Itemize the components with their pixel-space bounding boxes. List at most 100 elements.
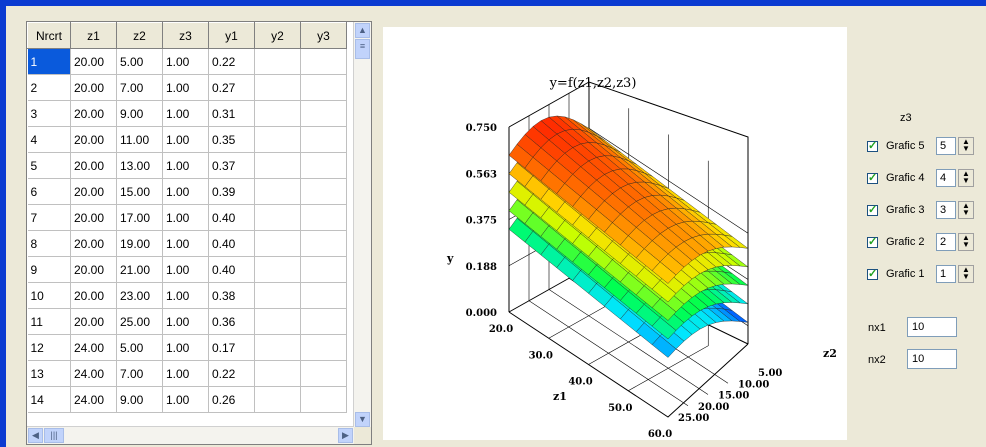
nx1-input[interactable]: 10 — [907, 317, 957, 337]
table-cell[interactable]: 1.00 — [162, 308, 209, 335]
table-cell[interactable] — [300, 48, 347, 75]
table-cell[interactable]: 5 — [27, 152, 71, 179]
column-header-z1[interactable]: z1 — [70, 22, 117, 49]
table-row[interactable]: 9 20.00 21.00 1.00 0.40 — [27, 256, 347, 283]
table-cell[interactable] — [300, 204, 347, 231]
table-cell[interactable]: 11 — [27, 308, 71, 335]
table-cell[interactable]: 0.22 — [208, 360, 255, 387]
horizontal-scrollbar[interactable]: ◀ ||| ▶ — [27, 426, 354, 444]
table-cell[interactable]: 20.00 — [70, 74, 117, 101]
table-cell[interactable]: 1.00 — [162, 74, 209, 101]
table-cell[interactable]: 9 — [27, 256, 71, 283]
table-cell[interactable]: 21.00 — [116, 256, 163, 283]
scroll-down-icon[interactable]: ▼ — [355, 412, 370, 427]
spinner-icon[interactable]: ▲ ▼ — [958, 201, 974, 219]
column-header-z3[interactable]: z3 — [162, 22, 209, 49]
table-cell[interactable]: 7 — [27, 204, 71, 231]
table-cell[interactable]: 0.26 — [208, 386, 255, 413]
table-row[interactable]: 5 20.00 13.00 1.00 0.37 — [27, 152, 347, 179]
table-cell[interactable]: 1.00 — [162, 282, 209, 309]
table-cell[interactable] — [254, 178, 301, 205]
table-cell[interactable]: 1 — [27, 48, 71, 75]
scroll-thumb[interactable]: ≡ — [355, 39, 370, 59]
scroll-right-icon[interactable]: ▶ — [338, 428, 353, 443]
table-cell[interactable]: 20.00 — [70, 230, 117, 257]
table-cell[interactable] — [254, 48, 301, 75]
table-cell[interactable]: 2 — [27, 74, 71, 101]
table-cell[interactable]: 1.00 — [162, 48, 209, 75]
table-cell[interactable]: 20.00 — [70, 48, 117, 75]
table-cell[interactable] — [300, 152, 347, 179]
table-cell[interactable]: 9.00 — [116, 386, 163, 413]
table-row[interactable]: 3 20.00 9.00 1.00 0.31 — [27, 100, 347, 127]
nx2-input[interactable]: 10 — [907, 349, 957, 369]
table-cell[interactable]: 1.00 — [162, 386, 209, 413]
table-cell[interactable] — [300, 386, 347, 413]
table-cell[interactable]: 5.00 — [116, 334, 163, 361]
column-header-y2[interactable]: y2 — [254, 22, 301, 49]
grafic-value-input[interactable]: 1 — [936, 265, 956, 283]
table-cell[interactable] — [254, 126, 301, 153]
column-header-y3[interactable]: y3 — [300, 22, 347, 49]
vertical-scrollbar[interactable]: ▲ ≡ ▼ — [353, 22, 371, 428]
grafic-value-input[interactable]: 3 — [936, 201, 956, 219]
column-header-y1[interactable]: y1 — [208, 22, 255, 49]
table-cell[interactable]: 1.00 — [162, 230, 209, 257]
grafic-checkbox[interactable] — [867, 171, 878, 184]
spinner-icon[interactable]: ▲ ▼ — [958, 169, 974, 187]
table-cell[interactable]: 24.00 — [70, 334, 117, 361]
column-header-z2[interactable]: z2 — [116, 22, 163, 49]
table-cell[interactable]: 0.40 — [208, 230, 255, 257]
table-row[interactable]: 4 20.00 11.00 1.00 0.35 — [27, 126, 347, 153]
table-cell[interactable]: 1.00 — [162, 126, 209, 153]
grafic-value-input[interactable]: 4 — [936, 169, 956, 187]
table-cell[interactable] — [300, 230, 347, 257]
table-cell[interactable]: 1.00 — [162, 178, 209, 205]
table-cell[interactable] — [254, 74, 301, 101]
table-cell[interactable]: 8 — [27, 230, 71, 257]
scroll-left-icon[interactable]: ◀ — [28, 428, 43, 443]
table-cell[interactable]: 20.00 — [70, 152, 117, 179]
grafic-checkbox[interactable] — [867, 267, 878, 280]
table-cell[interactable] — [254, 256, 301, 283]
table-cell[interactable]: 25.00 — [116, 308, 163, 335]
table-cell[interactable]: 0.39 — [208, 178, 255, 205]
column-header-nrcrt[interactable]: Nrcrt — [27, 22, 71, 49]
table-cell[interactable]: 0.22 — [208, 48, 255, 75]
table-cell[interactable]: 20.00 — [70, 178, 117, 205]
table-cell[interactable]: 13 — [27, 360, 71, 387]
grafic-value-input[interactable]: 2 — [936, 233, 956, 251]
table-cell[interactable]: 13.00 — [116, 152, 163, 179]
table-cell[interactable]: 1.00 — [162, 334, 209, 361]
table-cell[interactable] — [254, 152, 301, 179]
table-cell[interactable]: 7.00 — [116, 74, 163, 101]
table-cell[interactable] — [300, 308, 347, 335]
spinner-icon[interactable]: ▲ ▼ — [958, 265, 974, 283]
table-cell[interactable]: 1.00 — [162, 204, 209, 231]
table-cell[interactable]: 3 — [27, 100, 71, 127]
table-cell[interactable]: 12 — [27, 334, 71, 361]
table-cell[interactable]: 17.00 — [116, 204, 163, 231]
table-cell[interactable] — [254, 204, 301, 231]
table-cell[interactable]: 0.38 — [208, 282, 255, 309]
data-grid[interactable]: Nrcrt z1 z2 z3 y1 y2 y3 1 20.00 5.00 1.00 0.22 2 20.… — [26, 21, 372, 445]
table-cell[interactable]: 20.00 — [70, 256, 117, 283]
grafic-checkbox[interactable] — [867, 139, 878, 152]
table-cell[interactable]: 19.00 — [116, 230, 163, 257]
table-cell[interactable] — [300, 360, 347, 387]
spinner-icon[interactable]: ▲ ▼ — [958, 233, 974, 251]
grafic-value-input[interactable]: 5 — [936, 137, 956, 155]
table-row[interactable]: 2 20.00 7.00 1.00 0.27 — [27, 74, 347, 101]
table-row[interactable]: 1 20.00 5.00 1.00 0.22 — [27, 48, 347, 75]
table-cell[interactable] — [300, 100, 347, 127]
table-row[interactable]: 6 20.00 15.00 1.00 0.39 — [27, 178, 347, 205]
table-cell[interactable] — [300, 256, 347, 283]
table-cell[interactable]: 1.00 — [162, 360, 209, 387]
hscroll-thumb[interactable]: ||| — [44, 428, 64, 443]
table-cell[interactable] — [254, 386, 301, 413]
table-cell[interactable]: 0.37 — [208, 152, 255, 179]
spinner-icon[interactable]: ▲ ▼ — [958, 137, 974, 155]
table-cell[interactable]: 20.00 — [70, 100, 117, 127]
table-cell[interactable] — [254, 282, 301, 309]
table-cell[interactable] — [254, 308, 301, 335]
